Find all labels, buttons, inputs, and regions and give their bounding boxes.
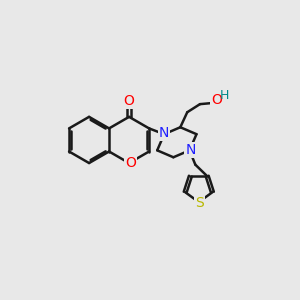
Text: S: S [196,196,204,210]
Text: N: N [185,143,196,157]
Text: O: O [124,94,134,108]
Text: O: O [125,156,136,170]
Text: N: N [159,126,169,140]
Text: O: O [212,92,222,106]
Text: H: H [220,89,230,102]
